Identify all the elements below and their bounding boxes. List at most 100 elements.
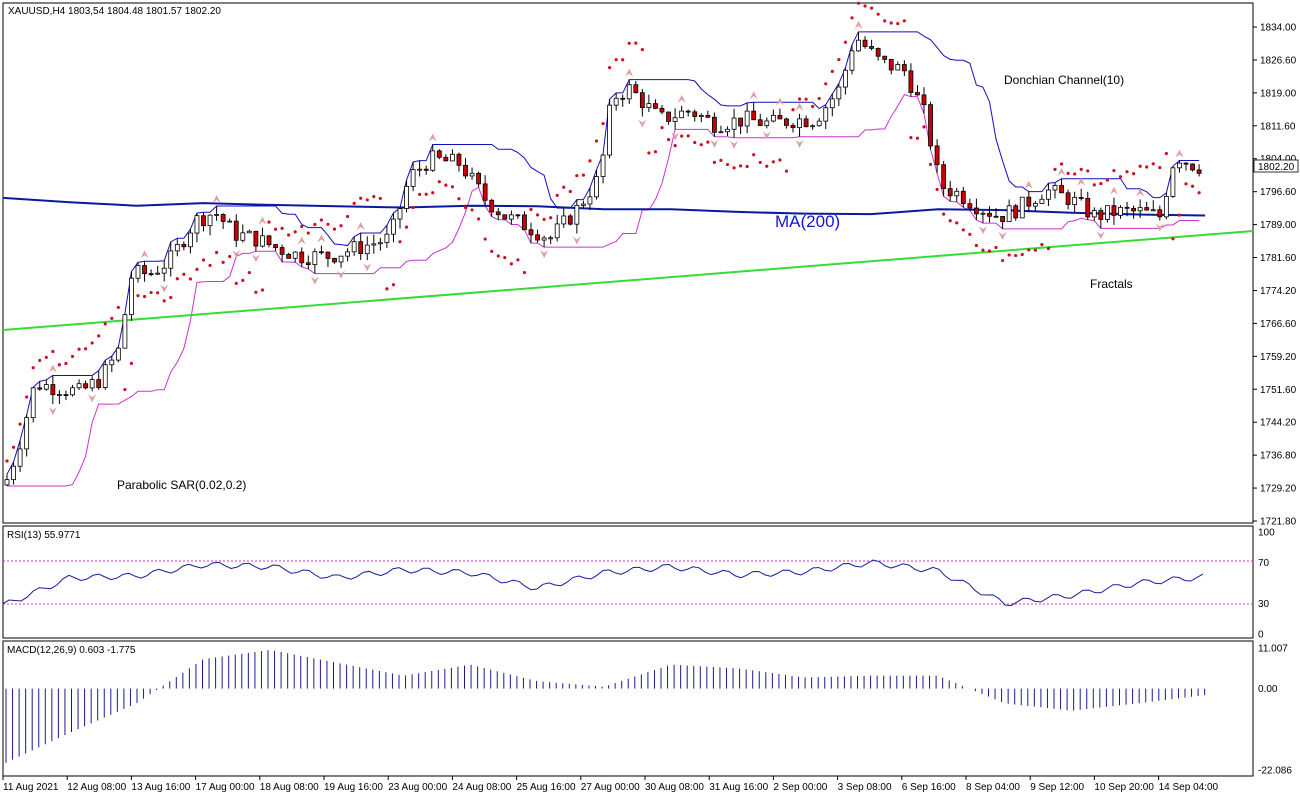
sar-dot (601, 122, 605, 126)
sar-dot (51, 349, 55, 354)
sar-dot (418, 192, 422, 196)
candle-body (567, 215, 573, 225)
candle-body (384, 233, 390, 244)
fractal-up-marker (258, 216, 267, 225)
candle-body (1150, 209, 1156, 212)
ma200-line (2, 196, 1206, 217)
candle-body (515, 214, 521, 217)
sar-dot (313, 222, 317, 227)
candle-body (928, 104, 933, 147)
sar-dot (1001, 258, 1005, 263)
time-tick-label: 27 Aug 00:00 (581, 782, 640, 793)
fractal-up-marker (1109, 186, 1118, 195)
price-tick-label: 1766.60 (1260, 319, 1297, 330)
sar-dot (1138, 164, 1142, 168)
sar-dot (693, 140, 697, 145)
sar-dot (1125, 170, 1129, 174)
candle-body (626, 84, 632, 100)
rsi-tick-label: 0 (1258, 630, 1264, 641)
candle-body (351, 241, 357, 253)
candle-body (915, 92, 920, 96)
candle-body (423, 168, 429, 171)
sar-dot (935, 187, 939, 192)
candle-body (495, 211, 501, 216)
candle-body (89, 379, 95, 389)
sar-dot (647, 151, 651, 155)
sar-dot (817, 96, 821, 101)
sar-dot (260, 288, 265, 292)
fractal-down-marker (671, 132, 680, 141)
time-tick-label: 10 Sep 20:00 (1094, 782, 1154, 793)
sar-dot (44, 355, 48, 359)
sar-dot (228, 254, 232, 259)
price-tick-label: 1834.00 (1260, 23, 1297, 34)
sar-dot (1014, 253, 1018, 258)
candle-body (115, 347, 121, 361)
candle-body (856, 39, 861, 52)
candle-body (214, 214, 220, 216)
sar-dot (352, 201, 356, 205)
time-tick-label: 13 Aug 16:00 (131, 782, 190, 793)
fractal-down-marker (251, 254, 260, 263)
candle-body (266, 235, 272, 246)
sar-dot (136, 294, 140, 298)
donchian-lower-line (7, 93, 1200, 487)
fractal-up-marker (775, 97, 784, 106)
candle-body (449, 153, 455, 162)
sar-dot (18, 422, 22, 426)
candle-body (561, 215, 567, 225)
macd-tick-label: 0.00 (1258, 684, 1278, 695)
candle-body (1144, 207, 1150, 211)
sar-dot (123, 387, 127, 392)
sar-dot (1184, 182, 1188, 186)
sar-dot (706, 140, 710, 144)
candle-body (129, 277, 134, 316)
price-tick-label: 1819.00 (1260, 88, 1297, 99)
sar-dot (247, 270, 251, 275)
candle-body (607, 104, 612, 156)
sar-dot (64, 361, 68, 366)
candle-body (718, 131, 724, 134)
sar-dot (824, 82, 828, 86)
candle-body (456, 153, 462, 166)
sar-dot (241, 278, 245, 282)
sar-dot (1059, 162, 1064, 166)
sar-dot (680, 134, 684, 138)
candle-body (1111, 205, 1117, 216)
sar-dot (594, 139, 599, 143)
sar-dot (215, 250, 219, 255)
sar-dot (404, 225, 409, 229)
candle-body (135, 265, 141, 279)
sar-dot (149, 290, 153, 295)
sar-dot (686, 134, 690, 138)
sar-dot (463, 205, 468, 210)
candle-body (502, 214, 508, 220)
sar-dot (955, 221, 959, 225)
candle-body (620, 97, 626, 100)
rsi-label: RSI(13) 55.9771 (7, 530, 81, 541)
sar-dot (483, 237, 487, 241)
candle-body (960, 190, 966, 205)
time-tick-label: 2 Sep 00:00 (773, 782, 827, 793)
sar-dot (653, 150, 658, 154)
sar-dot (889, 21, 893, 25)
sar-dot (503, 255, 507, 260)
sar-dot (778, 158, 782, 162)
sar-dot (175, 277, 179, 281)
sar-dot (437, 180, 441, 184)
sar-dot (444, 183, 448, 187)
candle-body (908, 70, 914, 93)
time-tick-label: 25 Aug 16:00 (517, 782, 576, 793)
sar-dot (745, 164, 749, 169)
price-tick-label: 1796.60 (1260, 187, 1297, 198)
candle-body (417, 168, 423, 171)
time-tick-label: 24 Aug 08:00 (452, 782, 511, 793)
sar-dot (1158, 166, 1162, 170)
sar-dot (837, 57, 841, 62)
sar-dot (97, 334, 101, 338)
fractal-down-marker (88, 394, 97, 403)
candle-body (1124, 206, 1130, 209)
candle-body (292, 251, 298, 259)
sar-dot (915, 136, 920, 140)
candle-body (659, 107, 665, 113)
